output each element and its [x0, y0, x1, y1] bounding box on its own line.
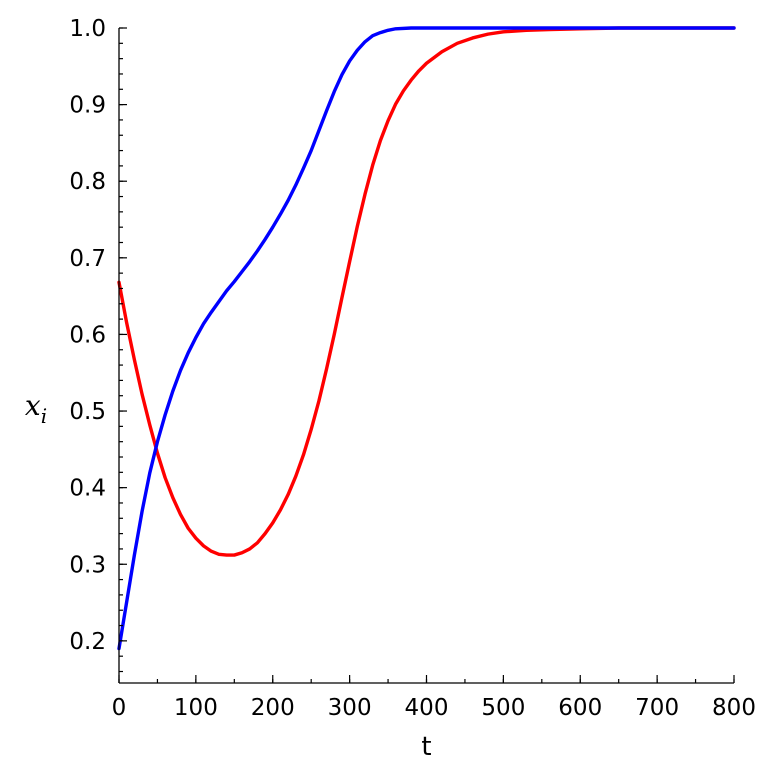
- y-tick-label: 0.4: [69, 476, 106, 502]
- x-ticks: 0 100 200 300 400 500 600 700 800: [112, 675, 756, 721]
- y-tick-label: 0.8: [69, 169, 106, 195]
- x-tick-label: 300: [328, 695, 372, 721]
- y-tick-label: 0.7: [69, 246, 106, 272]
- x-tick-label: 800: [712, 695, 756, 721]
- y-tick-label: 1.0: [69, 16, 106, 42]
- x-tick-label: 500: [481, 695, 525, 721]
- y-tick-label: 0.5: [69, 399, 106, 425]
- series-line-1: [117, 26, 736, 557]
- y-tick-label: 0.3: [69, 552, 106, 578]
- x-tick-label: 400: [405, 695, 449, 721]
- series-line-2: [117, 26, 736, 651]
- x-axis-title: t: [421, 732, 431, 762]
- axes: 0 100 200 300 400 500 600 700 800 0.20.30.40.50.…: [69, 16, 756, 721]
- x-tick-label: 700: [635, 695, 679, 721]
- x-tick-label: 100: [174, 695, 218, 721]
- y-tick-label: 0.6: [69, 322, 106, 348]
- x-tick-label: 200: [251, 695, 295, 721]
- y-tick-label: 0.9: [69, 93, 106, 119]
- y-axis-title-base: x: [25, 389, 41, 422]
- x-tick-label: 600: [558, 695, 602, 721]
- y-ticks: 0.2 0.3 0.4 0.5 0.6 0.7 0.8 0.9 1.0: [69, 16, 127, 673]
- y-axis-title: xi: [25, 389, 47, 428]
- y-axis-title-subscript: i: [41, 404, 47, 428]
- x-tick-label: 0: [112, 695, 127, 721]
- y-tick-label: 0.2: [69, 629, 106, 655]
- plot-marks: [117, 26, 736, 651]
